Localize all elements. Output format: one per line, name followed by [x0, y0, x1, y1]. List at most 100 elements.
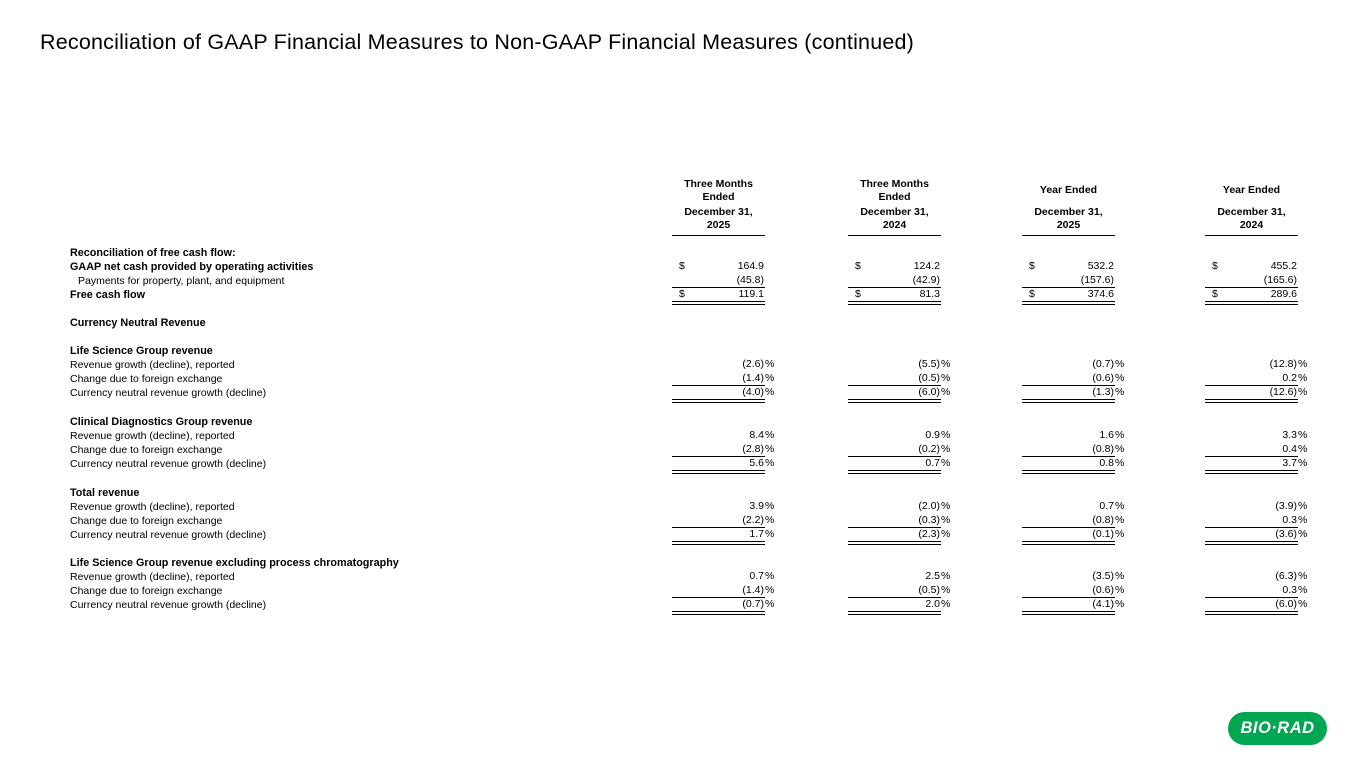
- percent-sign: %: [1115, 457, 1125, 469]
- table-row: GAAP net cash provided by operating acti…: [0, 260, 1365, 274]
- percent-sign: %: [765, 598, 775, 610]
- percent-sign: %: [941, 584, 951, 596]
- section-heading-row: Reconciliation of free cash flow:: [0, 246, 1365, 260]
- percent-sign: %: [1298, 500, 1308, 512]
- percent-sign: %: [1115, 598, 1125, 610]
- section-heading: Currency Neutral Revenue: [70, 317, 206, 329]
- section-heading: Life Science Group revenue excluding pro…: [70, 557, 399, 569]
- page-title: Reconciliation of GAAP Financial Measure…: [40, 30, 915, 54]
- bio-rad-logo-text: BIO·RAD: [1240, 719, 1315, 737]
- value-cell: (0.8)%: [1022, 443, 1124, 457]
- column-header-3m-2024: Three Months Ended December 31, 2024: [848, 177, 941, 236]
- row-label: Revenue growth (decline), reported: [70, 501, 235, 513]
- date-label: December 31,: [684, 206, 753, 218]
- year-label: 2024: [882, 219, 907, 231]
- value-cell: 5.6%: [672, 457, 774, 474]
- percent-sign: %: [1298, 358, 1308, 370]
- percent-sign: %: [941, 443, 951, 455]
- percent-sign: %: [765, 570, 775, 582]
- table-row: Currency neutral revenue growth (decline…: [0, 528, 1365, 545]
- percent-sign: %: [1298, 372, 1308, 384]
- value-cell: 1.7%: [672, 528, 774, 545]
- value-cell: (12.6)%: [1205, 386, 1307, 403]
- table-row: Change due to foreign exchange (2.8)% (0…: [0, 443, 1365, 457]
- percent-sign: %: [941, 500, 951, 512]
- percent-sign: %: [941, 570, 951, 582]
- value-cell: (45.8): [672, 274, 765, 288]
- percent-sign: %: [1115, 514, 1125, 526]
- table-row: Revenue growth (decline), reported 8.4% …: [0, 429, 1365, 443]
- row-label: GAAP net cash provided by operating acti…: [70, 261, 314, 273]
- section-heading: Reconciliation of free cash flow:: [70, 247, 236, 259]
- bio-rad-logo: BIO·RAD: [1228, 712, 1327, 745]
- value-cell: (6.0)%: [848, 386, 950, 403]
- row-label: Change due to foreign exchange: [70, 373, 223, 385]
- value-cell: (5.5)%: [918, 358, 951, 370]
- table-row: Revenue growth (decline), reported 3.9% …: [0, 500, 1365, 514]
- dollar-sign: $: [679, 288, 685, 300]
- year-label: 2025: [706, 219, 731, 231]
- value-cell: $532.2: [1029, 260, 1114, 272]
- percent-sign: %: [765, 358, 775, 370]
- period-label: Year Ended: [1222, 184, 1281, 196]
- table-row: Payments for property, plant, and equipm…: [0, 274, 1365, 288]
- value-cell: 1.6%: [1099, 429, 1125, 441]
- period-label: Three Months Ended: [684, 177, 753, 203]
- value-cell: 0.7%: [749, 570, 775, 582]
- date-label: December 31,: [860, 206, 929, 218]
- value-cell: $119.1: [672, 288, 765, 305]
- section-heading: Clinical Diagnostics Group revenue: [70, 416, 253, 428]
- table-row: Change due to foreign exchange (2.2)% (0…: [0, 514, 1365, 528]
- table-row: Currency neutral revenue growth (decline…: [0, 598, 1365, 615]
- row-label: Revenue growth (decline), reported: [70, 430, 235, 442]
- value-cell: 3.7%: [1205, 457, 1307, 474]
- column-header-yr-2024: Year Ended December 31, 2024: [1205, 177, 1298, 236]
- value-cell: $124.2: [855, 260, 940, 272]
- percent-sign: %: [1115, 528, 1125, 540]
- value-cell: (3.9)%: [1275, 500, 1308, 512]
- percent-sign: %: [765, 443, 775, 455]
- value-cell: 0.2%: [1205, 372, 1307, 386]
- value-cell: (12.8)%: [1269, 358, 1308, 370]
- value-cell: 0.8%: [1022, 457, 1124, 474]
- dollar-sign: $: [1212, 288, 1218, 300]
- row-label: Payments for property, plant, and equipm…: [78, 275, 285, 287]
- percent-sign: %: [765, 372, 775, 384]
- value-cell: (0.5)%: [848, 584, 950, 598]
- value-cell: (0.8)%: [1022, 514, 1124, 528]
- percent-sign: %: [765, 386, 775, 398]
- value-cell: $81.3: [848, 288, 941, 305]
- section-heading-row: Life Science Group revenue excluding pro…: [0, 556, 1365, 570]
- table-row: Change due to foreign exchange (1.4)% (0…: [0, 372, 1365, 386]
- percent-sign: %: [765, 584, 775, 596]
- value-cell: (0.3)%: [848, 514, 950, 528]
- row-label: Change due to foreign exchange: [70, 444, 223, 456]
- value-cell: 0.4%: [1205, 443, 1307, 457]
- value-cell: (4.0)%: [672, 386, 774, 403]
- percent-sign: %: [1298, 457, 1308, 469]
- row-label: Revenue growth (decline), reported: [70, 359, 235, 371]
- value-cell: (2.6)%: [742, 358, 775, 370]
- value-cell: $374.6: [1022, 288, 1115, 305]
- value-cell: 2.5%: [925, 570, 951, 582]
- row-label: Currency neutral revenue growth (decline…: [70, 599, 267, 611]
- section-heading-row: Life Science Group revenue: [0, 344, 1365, 358]
- date-label: December 31,: [1034, 206, 1103, 218]
- table-row: Currency neutral revenue growth (decline…: [0, 386, 1365, 403]
- section-heading: Total revenue: [70, 487, 140, 499]
- row-label: Change due to foreign exchange: [70, 515, 223, 527]
- value-cell: (4.1)%: [1022, 598, 1124, 615]
- value-cell: 0.3%: [1205, 584, 1307, 598]
- column-header-3m-2025: Three Months Ended December 31, 2025: [672, 177, 765, 236]
- value-cell: (2.8)%: [672, 443, 774, 457]
- percent-sign: %: [941, 528, 951, 540]
- dollar-sign: $: [855, 260, 861, 272]
- percent-sign: %: [765, 500, 775, 512]
- value-cell: (0.6)%: [1022, 372, 1124, 386]
- value-cell: (1.3)%: [1022, 386, 1124, 403]
- period-label: Year Ended: [1039, 184, 1098, 196]
- dollar-sign: $: [1029, 288, 1035, 300]
- column-header-yr-2025: Year Ended December 31, 2025: [1022, 177, 1115, 236]
- value-cell: 3.9%: [749, 500, 775, 512]
- section-heading-row: Total revenue: [0, 486, 1365, 500]
